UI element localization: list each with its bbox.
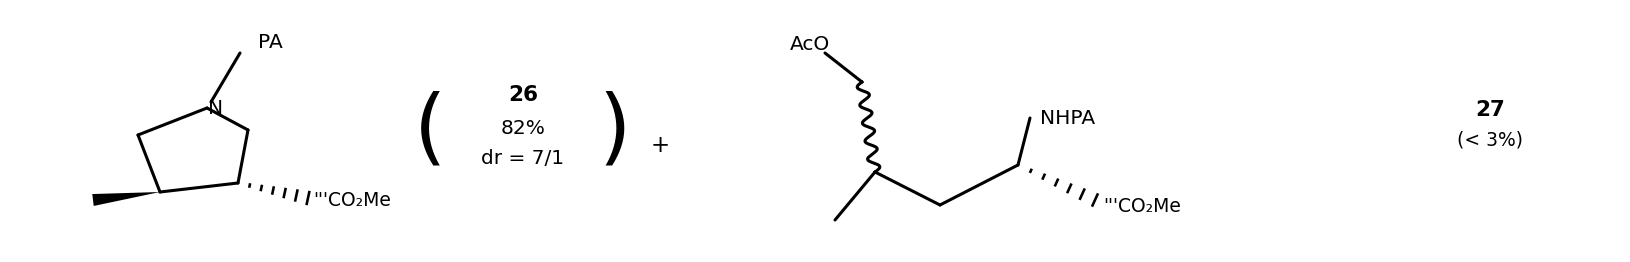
Text: +: +	[650, 134, 670, 156]
Text: AcO: AcO	[791, 35, 830, 54]
Text: (< 3%): (< 3%)	[1457, 130, 1522, 150]
Text: 26: 26	[509, 85, 538, 105]
Text: dr = 7/1: dr = 7/1	[481, 149, 564, 167]
Text: 82%: 82%	[500, 118, 546, 138]
Text: 27: 27	[1475, 100, 1504, 120]
Text: ): )	[598, 90, 631, 172]
Text: (: (	[414, 90, 447, 172]
Text: PA: PA	[258, 34, 282, 52]
Text: '''CO₂Me: '''CO₂Me	[313, 190, 391, 210]
Text: N: N	[209, 100, 223, 118]
Polygon shape	[93, 192, 160, 206]
Text: NHPA: NHPA	[1040, 108, 1095, 128]
Text: '''CO₂Me: '''CO₂Me	[1104, 196, 1180, 216]
